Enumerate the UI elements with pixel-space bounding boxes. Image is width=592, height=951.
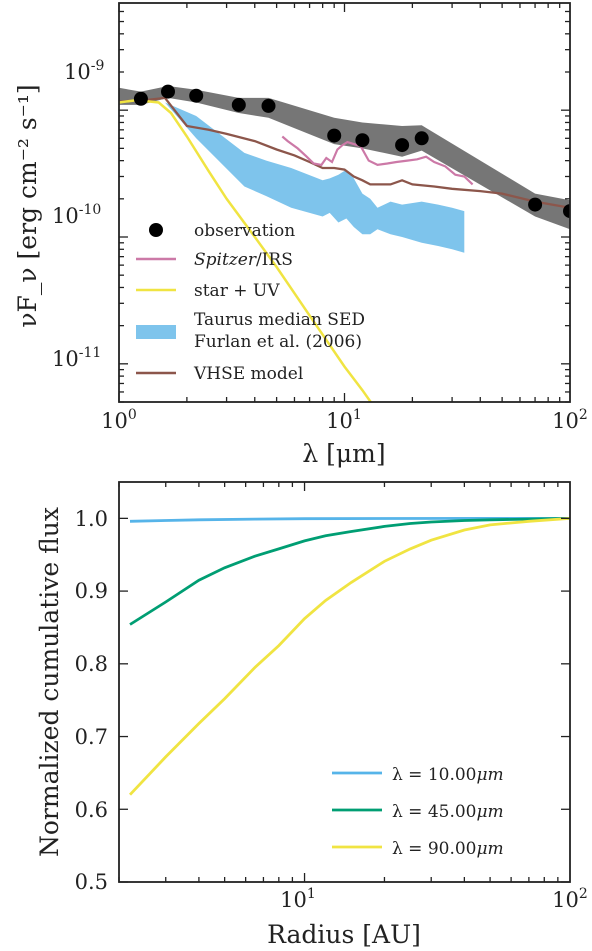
star-uv-line <box>119 98 373 402</box>
sed-xtick-label-100: 102 <box>552 407 588 433</box>
cumulative-flux-panel: 0.5 0.6 0.7 0.8 0.9 1.0 101 102 Radius [… <box>35 481 588 949</box>
sed-xlabel: λ [μm] <box>302 439 385 468</box>
cumulative-flux-line-45.00 <box>129 517 570 626</box>
observation-point-4 <box>261 98 276 113</box>
cum-xtick-label-100: 102 <box>552 886 588 912</box>
observation-point-10 <box>563 204 570 219</box>
legend-45um-label: λ = 45.00μm <box>392 802 504 822</box>
cum-ytick-label-3: 0.8 <box>75 652 108 676</box>
cum-ylabel: Normalized cumulative flux <box>35 507 64 857</box>
legend-observation-marker <box>149 223 163 237</box>
legend-taurus-patch <box>136 325 176 339</box>
sed-ytick-label-1e-10: 10-10 <box>52 202 101 228</box>
cumulative-plot-data <box>128 517 570 796</box>
cumulative-flux-line-10.00 <box>129 517 570 523</box>
cumulative-plot-frame <box>118 481 571 883</box>
cumulative-flux-line-90.00 <box>128 517 570 796</box>
observation-point-9 <box>528 197 543 212</box>
legend-vhse-label: VHSE model <box>193 364 303 384</box>
cum-ytick-label-5: 1.0 <box>75 507 108 531</box>
sed-legend: observation Spitzer/IRS star + UV Taurus… <box>136 221 365 384</box>
cum-ytick-label-0: 0.5 <box>75 870 108 894</box>
cum-xlabel: Radius [AU] <box>267 920 421 949</box>
sed-plot-data <box>119 84 570 402</box>
observation-point-8 <box>414 131 429 146</box>
observation-point-7 <box>395 138 410 153</box>
cumulative-axis-ticks <box>118 482 570 883</box>
cum-xtick-label-10: 101 <box>280 886 316 912</box>
observation-point-6 <box>355 133 370 148</box>
sed-ytick-label-1e-9: 10-9 <box>64 58 104 84</box>
sed-ylabel: νF_ν [erg cm⁻² s⁻¹] <box>13 84 42 327</box>
observation-point-3 <box>231 97 246 112</box>
legend-taurus-label-1: Taurus median SED <box>194 310 365 330</box>
sed-panel: 100 101 102 10-9 10-10 10-11 λ [μm] νF_ν… <box>13 2 588 468</box>
cum-ytick-label-4: 0.9 <box>75 579 108 603</box>
taurus-median-band <box>165 102 465 253</box>
vhse-model-line <box>119 96 570 209</box>
legend-observation-label: observation <box>194 221 295 241</box>
observation-point-1 <box>161 84 175 99</box>
cum-ytick-label-1: 0.6 <box>75 798 108 822</box>
legend-10um-label: λ = 10.00μm <box>392 765 504 785</box>
legend-90um-label: λ = 90.00μm <box>392 839 504 859</box>
observation-point-2 <box>189 88 204 103</box>
cumulative-legend: λ = 10.00μm λ = 45.00μm λ = 90.00μm <box>332 765 504 859</box>
legend-taurus-label-2: Furlan et al. (2006) <box>194 332 362 352</box>
legend-star-label: star + UV <box>194 281 280 301</box>
cum-ytick-label-2: 0.7 <box>75 725 108 749</box>
sed-xtick-label-10: 101 <box>326 407 362 433</box>
observation-point-0 <box>133 91 148 106</box>
legend-spitzer-label: Spitzer/IRS <box>194 250 293 270</box>
sed-plot-frame <box>118 2 571 403</box>
observation-point-5 <box>327 128 342 143</box>
sed-ytick-label-1e-11: 10-11 <box>52 345 101 371</box>
sed-xtick-label-1: 100 <box>101 407 137 433</box>
